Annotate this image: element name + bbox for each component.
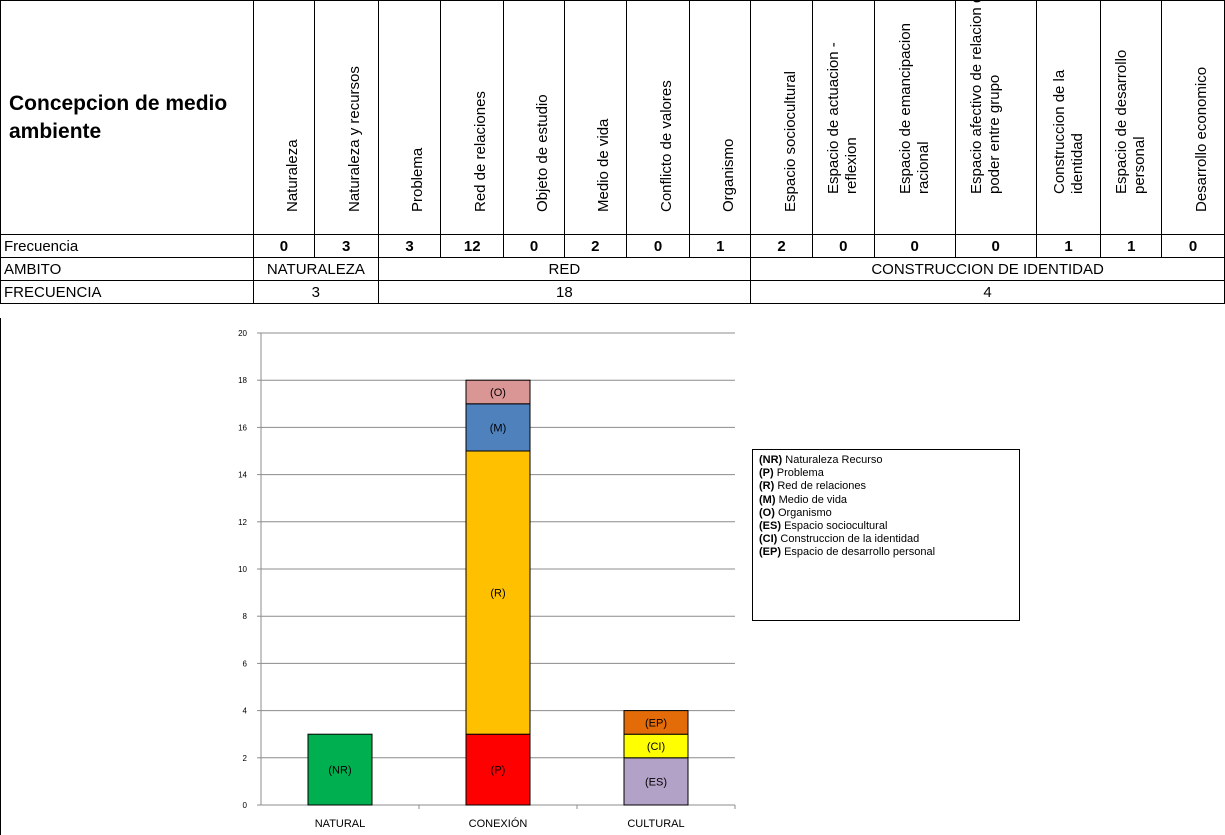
column-header: Espacio de emancipacion racional (896, 23, 932, 194)
stacked-bar-chart: 0 2 4 6 8 10 12 14 16 18 20 (NR) NATURAL (P) (R) (M) (O)… (238, 329, 736, 830)
legend-item: (M) Medio de vida (759, 493, 848, 506)
ambito-cell: CONSTRUCCION DE IDENTIDAD (750, 257, 1225, 281)
column-header: Espacio de desarrollo personal (1113, 49, 1149, 194)
y-tick-label: 4 (243, 707, 248, 716)
chart-area: 0 2 4 6 8 10 12 14 16 18 20 (NR) NATURAL (P) (R) (M) (O)… (0, 318, 1225, 835)
ambito-freq-cell: 3 (253, 280, 379, 304)
freq-cell: 0 (954, 234, 1037, 258)
legend-item: (R) Red de relaciones (759, 480, 867, 493)
x-tick-label: CULTURAL (627, 818, 684, 830)
column-header: Espacio de actuacion - reflexion (825, 42, 861, 194)
freq-cell: 1 (1035, 234, 1102, 258)
column-header: Desarrollo economico (1193, 66, 1211, 212)
bar-segment (623, 710, 689, 735)
column-header: Conflicto de valores (658, 80, 676, 212)
y-tick-label: 16 (238, 423, 247, 432)
legend-item: (O) Organismo (759, 506, 832, 519)
column-header: Problema (409, 147, 427, 212)
freq-cell: 0 (811, 234, 875, 258)
freq-cell: 2 (750, 234, 813, 258)
bar-segment (465, 379, 531, 405)
bar-segment-label: (R) (490, 588, 505, 600)
y-tick-label: 0 (243, 801, 248, 810)
bar-segment (623, 757, 689, 806)
freq-cell: 3 (313, 234, 379, 258)
column-header: Organismo (720, 138, 738, 212)
freq-cell: 0 (873, 234, 956, 258)
ambito-cell: RED (377, 257, 752, 281)
y-tick-label: 2 (243, 754, 248, 763)
column-header: Red de relaciones (472, 91, 490, 212)
freq-cell: 0 (503, 234, 565, 258)
column-header: Espacio sociocultural (781, 71, 799, 212)
ambito-cell: NATURALEZA (253, 257, 379, 281)
x-tick-label: CONEXIÓN (469, 817, 528, 830)
column-header: Medio de vida (595, 118, 613, 212)
freq-cell: 0 (253, 234, 315, 258)
freq-cell: 12 (440, 234, 505, 258)
row-label-frecuencia-total: FRECUENCIA (0, 280, 255, 304)
chart-legend: (NR) Naturaleza Recurso (P) Problema (R)… (752, 449, 1020, 621)
y-tick-label: 10 (238, 565, 247, 574)
bar-segment-label: (P) (491, 765, 506, 777)
bar-segment-label: (M) (490, 422, 507, 434)
column-header: Objeto de estudio (534, 94, 551, 212)
column-header: Naturaleza y recursos (346, 66, 364, 212)
y-tick-label: 6 (243, 659, 248, 668)
row-label-frecuencia: Frecuencia (0, 234, 255, 258)
x-tick-label: NATURAL (315, 818, 366, 830)
legend-item: (CI) Construccion de la identidad (759, 533, 920, 546)
bar-segment-label: (CI) (647, 741, 665, 753)
ambito-freq-cell: 4 (750, 280, 1225, 304)
freq-cell: 1 (1100, 234, 1163, 258)
bar-segment-label: (O) (490, 387, 506, 399)
row-label-ambito: AMBITO (0, 257, 255, 281)
y-tick-label: 12 (238, 518, 247, 527)
freq-cell: 0 (1161, 234, 1225, 258)
freq-cell: 0 (625, 234, 691, 258)
y-tick-label: 18 (238, 376, 247, 385)
bar-segment-label: (NR) (328, 765, 351, 777)
column-header: Naturaleza (283, 139, 301, 212)
bar-segment-label: (ES) (645, 776, 667, 788)
y-tick-label: 20 (238, 329, 247, 338)
column-header: Espacio afectivo de relacion de poder en… (967, 0, 1003, 195)
legend-item: (P) Problema (759, 467, 824, 480)
legend-item: (EP) Espacio de desarrollo personal (759, 546, 936, 559)
ambito-freq-cell: 18 (377, 280, 752, 304)
y-tick-label: 14 (238, 471, 247, 480)
column-header: Construccion de la identidad (1050, 69, 1086, 194)
frequency-table: Concepcion de medio ambiente Naturaleza … (0, 0, 1225, 304)
bar-segment (307, 733, 373, 806)
table-title: Concepcion de medio ambiente (0, 0, 255, 235)
legend-item: (NR) Naturaleza Recurso (759, 454, 883, 466)
y-tick-label: 8 (243, 612, 248, 621)
freq-cell: 1 (689, 234, 752, 258)
freq-cell: 3 (377, 234, 442, 258)
freq-cell: 2 (563, 234, 627, 258)
bar-segment-label: (EP) (645, 717, 667, 729)
bar-segment (465, 733, 531, 806)
legend-item: (ES) Espacio sociocultural (759, 520, 888, 533)
